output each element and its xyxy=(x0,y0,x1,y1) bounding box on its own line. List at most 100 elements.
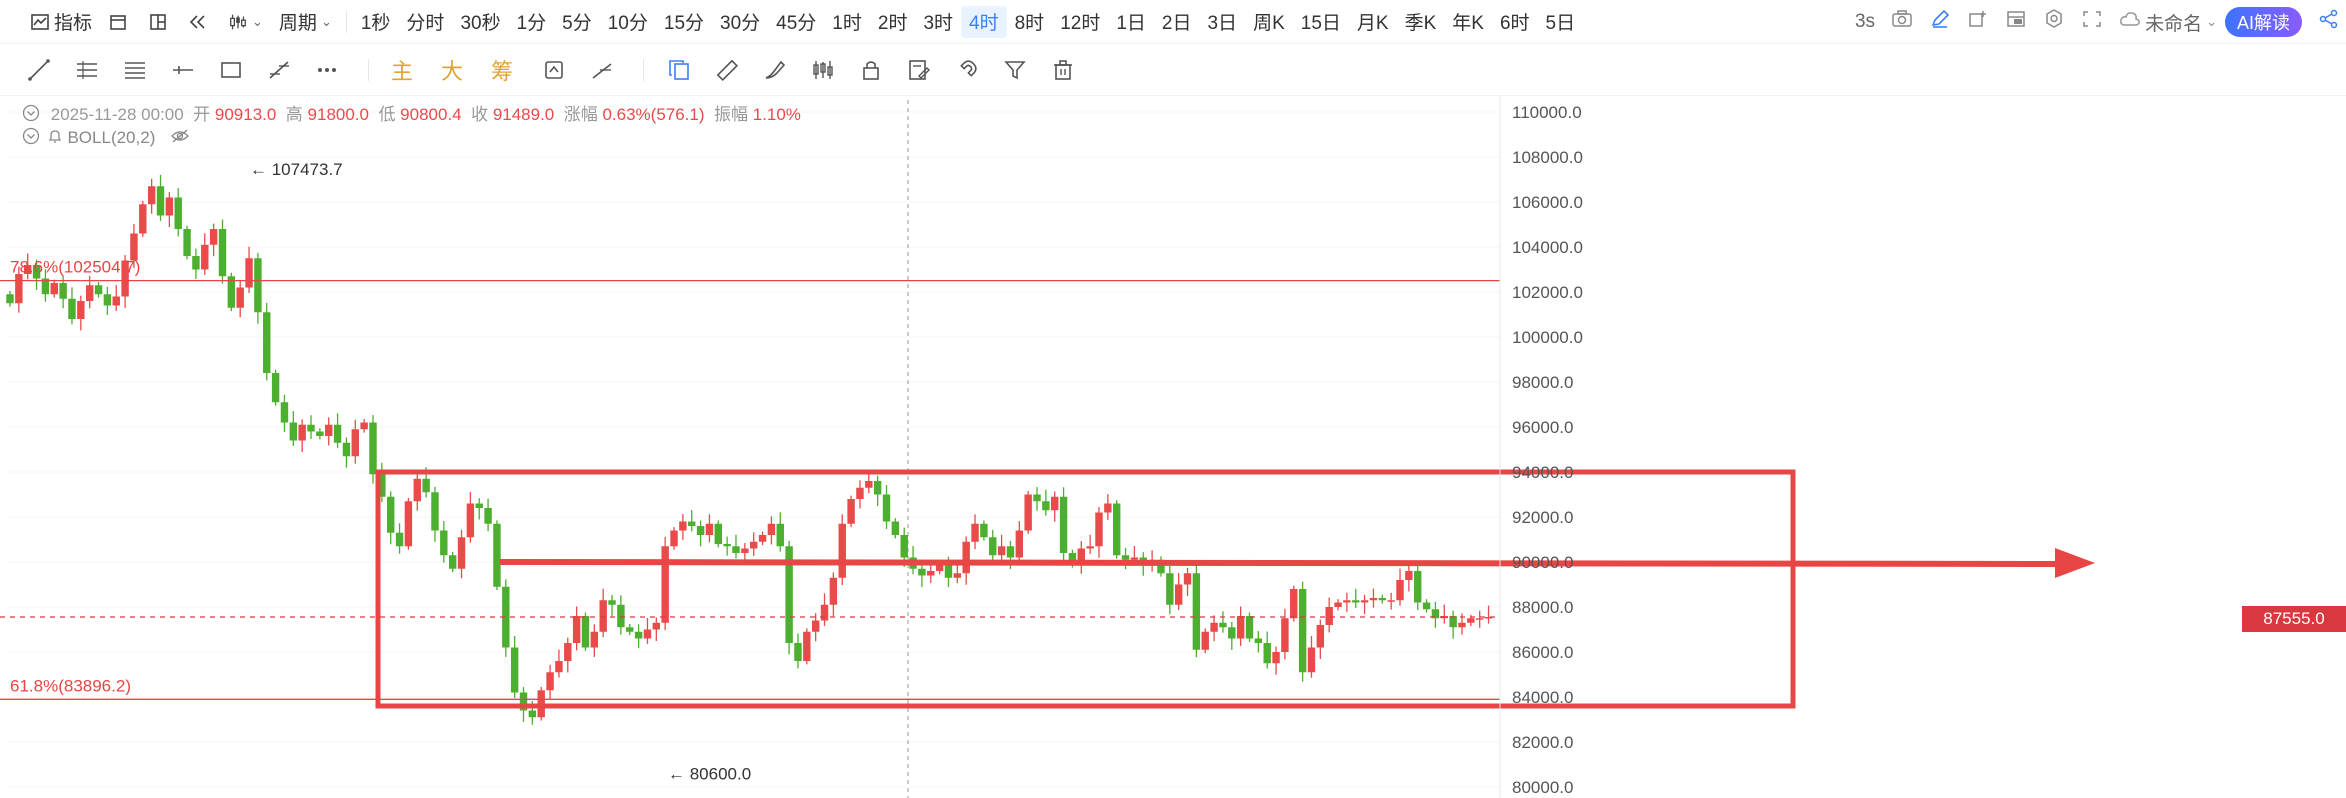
chevron-down-icon: ⌄ xyxy=(320,13,332,29)
candle-body xyxy=(378,474,386,497)
ruler-icon[interactable] xyxy=(714,57,740,83)
indicator-label: BOLL(20,2) xyxy=(67,127,156,147)
interval-tab[interactable]: 15日 xyxy=(1300,13,1341,34)
candle-body xyxy=(776,523,784,547)
brush-icon[interactable] xyxy=(762,57,788,83)
interval-tab[interactable]: 1日 xyxy=(1116,13,1146,34)
interval-tab[interactable]: 6时 xyxy=(1499,13,1530,34)
interval-tab[interactable]: 30秒 xyxy=(460,13,501,34)
filter-icon[interactable] xyxy=(1002,57,1028,83)
chart-type-dropdown[interactable]: ⌄ xyxy=(220,6,271,38)
large-order-tool[interactable]: 大 xyxy=(441,58,464,84)
fib-tool-icon[interactable] xyxy=(266,57,292,83)
delete-icon[interactable] xyxy=(1050,57,1076,83)
range-box xyxy=(375,469,1796,709)
copy-drawing-icon[interactable] xyxy=(666,57,692,83)
candle-body xyxy=(891,521,900,535)
candle-body xyxy=(1236,616,1245,639)
interval-tab[interactable]: 45分 xyxy=(776,13,817,34)
interval-tab[interactable]: 3日 xyxy=(1207,13,1238,34)
bell-icon[interactable] xyxy=(47,128,63,149)
interval-tab[interactable]: 季K xyxy=(1404,13,1437,34)
candle-body xyxy=(316,431,324,436)
interval-tab[interactable]: 周K xyxy=(1253,13,1285,34)
edit-note-icon[interactable] xyxy=(906,57,932,83)
candle-body xyxy=(1059,496,1068,553)
candle-body xyxy=(714,523,722,544)
replay-button[interactable] xyxy=(180,6,220,38)
parallel-channel-icon[interactable] xyxy=(74,57,100,83)
interval-tab[interactable]: 10分 xyxy=(607,13,648,34)
more-tools-icon[interactable] xyxy=(314,57,340,83)
fullscreen-icon xyxy=(2081,9,2103,35)
lock-drawing-icon[interactable] xyxy=(858,57,884,83)
interval-tab[interactable]: 12时 xyxy=(1060,13,1101,34)
interval-tab[interactable]: 5日 xyxy=(1545,13,1576,34)
chart-overlays: 78.6%(102504.7) 61.8%(83896.2) ← 107473.7 ←… xyxy=(0,160,2095,784)
low-marker: ← 80600.0 xyxy=(668,765,751,784)
candle-body xyxy=(325,424,333,436)
candle-body xyxy=(307,424,315,432)
interval-tab[interactable]: 8时 xyxy=(1014,13,1045,34)
interval-tab[interactable]: 3时 xyxy=(923,13,954,34)
horizontal-lines-icon[interactable] xyxy=(122,57,148,83)
candle-body xyxy=(1281,618,1289,652)
candle-body xyxy=(1121,555,1130,560)
candle-body xyxy=(209,229,218,245)
layout-button[interactable] xyxy=(140,6,180,38)
snapshot-button[interactable] xyxy=(1883,6,1921,38)
trend-line-icon[interactable] xyxy=(26,57,52,83)
draw-button[interactable] xyxy=(1921,6,1959,38)
interval-tab[interactable]: 2时 xyxy=(877,13,908,34)
horizontal-ray-icon[interactable] xyxy=(170,57,196,83)
add-chart-button[interactable] xyxy=(1959,6,1997,38)
collapse-icon[interactable] xyxy=(22,127,40,150)
eye-hidden-icon[interactable] xyxy=(170,128,190,149)
interval-tab[interactable]: 5分 xyxy=(562,13,592,34)
candle-body xyxy=(882,494,891,522)
candle-body xyxy=(94,285,103,295)
cloud-layout-dropdown[interactable]: 未命名 ⌄ xyxy=(2111,6,2225,38)
interval-tab[interactable]: 1分 xyxy=(516,13,547,34)
change-value: 0.63%(576.1) xyxy=(602,105,705,124)
template-button[interactable] xyxy=(1997,6,2035,38)
candle-body xyxy=(555,661,563,673)
candle-body xyxy=(1024,494,1032,531)
pattern-icon[interactable] xyxy=(810,57,836,83)
ai-interpret-button[interactable]: AI解读 xyxy=(2224,7,2302,37)
interval-tab[interactable]: 2日 xyxy=(1161,13,1192,34)
y-tick-label: 84000.0 xyxy=(1512,688,1573,707)
interval-tab[interactable]: 30分 xyxy=(720,13,761,34)
interval-tab[interactable]: 1秒 xyxy=(360,13,391,34)
rectangle-icon[interactable] xyxy=(218,57,244,83)
measure-icon[interactable] xyxy=(589,57,615,83)
interval-tab[interactable]: 年K xyxy=(1452,13,1484,34)
candle-body xyxy=(1112,503,1121,556)
candle-body xyxy=(519,692,528,711)
chip-distribution-tool[interactable]: 筹 xyxy=(491,58,514,84)
share-button[interactable] xyxy=(2312,6,2346,38)
candle-body xyxy=(971,523,979,542)
collapse-icon[interactable] xyxy=(22,104,40,127)
indicator-button[interactable]: 指标 xyxy=(22,6,100,38)
compare-icon[interactable] xyxy=(541,57,567,83)
current-price-tag: 87555.0 xyxy=(2242,606,2346,632)
price-chart[interactable]: 78.6%(102504.7) 61.8%(83896.2) ← 107473.7 ←… xyxy=(0,96,2346,798)
candle-body xyxy=(1475,618,1484,620)
trend-arrow-line xyxy=(499,559,2061,567)
candle-body xyxy=(953,573,962,578)
interval-tab[interactable]: 4时 xyxy=(961,5,1007,38)
settings-button[interactable] xyxy=(2035,6,2073,38)
interval-tab[interactable]: 月K xyxy=(1356,13,1389,34)
interval-tab[interactable]: 15分 xyxy=(663,13,705,34)
main-chart-tool[interactable]: 主 xyxy=(391,58,414,84)
candle-body xyxy=(510,647,519,693)
magnet-icon[interactable] xyxy=(954,57,980,83)
calendar-button[interactable] xyxy=(100,6,140,38)
interval-tab[interactable]: 1时 xyxy=(832,13,862,34)
refresh-rate[interactable]: 3s xyxy=(1854,11,1876,32)
candle-body xyxy=(634,631,643,639)
fullscreen-button[interactable] xyxy=(2073,6,2111,38)
period-dropdown[interactable]: 周期 ⌄ xyxy=(271,6,340,38)
interval-tab[interactable]: 分时 xyxy=(406,13,445,34)
